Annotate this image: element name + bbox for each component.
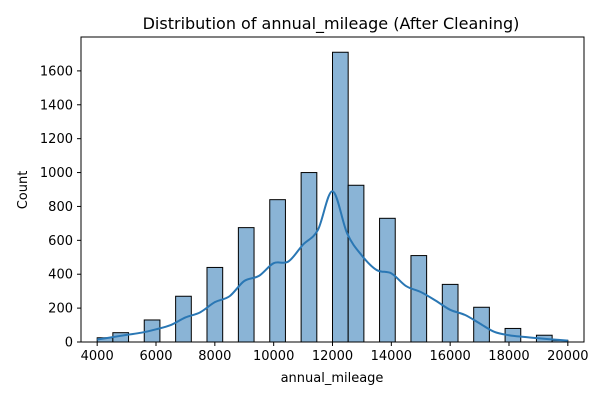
x-tick-label: 14000: [371, 349, 412, 364]
y-tick-label: 1200: [40, 132, 73, 147]
y-tick-label: 600: [48, 234, 73, 249]
histogram-bar: [441, 283, 459, 343]
x-tick-label: 20000: [547, 349, 588, 364]
y-tick-label: 800: [48, 200, 73, 215]
histogram-bar: [410, 255, 428, 343]
x-tick-label: 4000: [81, 349, 114, 364]
y-tick-label: 1000: [40, 166, 73, 181]
histogram-bar: [269, 199, 286, 343]
x-tick-label: 18000: [488, 349, 529, 364]
chart-title: Distribution of annual_mileage (After Cl…: [143, 14, 520, 34]
x-axis-label: annual_mileage: [281, 371, 384, 386]
histogram-bar: [347, 184, 365, 343]
y-tick-label: 400: [48, 268, 73, 283]
x-tick-label: 16000: [429, 349, 470, 364]
kde-line: [97, 190, 568, 342]
y-tick-label: 1400: [40, 98, 73, 113]
plot-area: 4000 6000 8000 10000 12000 14000 16000 18000 200…: [40, 36, 589, 364]
y-tick-label: 0: [65, 336, 73, 351]
x-tick-label: 12000: [312, 349, 353, 364]
histogram-bar: [300, 172, 318, 343]
y-tick-label: 1600: [40, 64, 73, 79]
histogram-bar: [332, 51, 349, 343]
x-tick-label: 6000: [139, 349, 172, 364]
y-tick-label: 200: [48, 302, 73, 317]
y-axis-label: Count: [16, 171, 31, 210]
histogram-bar: [379, 217, 396, 343]
x-tick-label: 10000: [253, 349, 294, 364]
x-tick-label: 8000: [198, 349, 231, 364]
